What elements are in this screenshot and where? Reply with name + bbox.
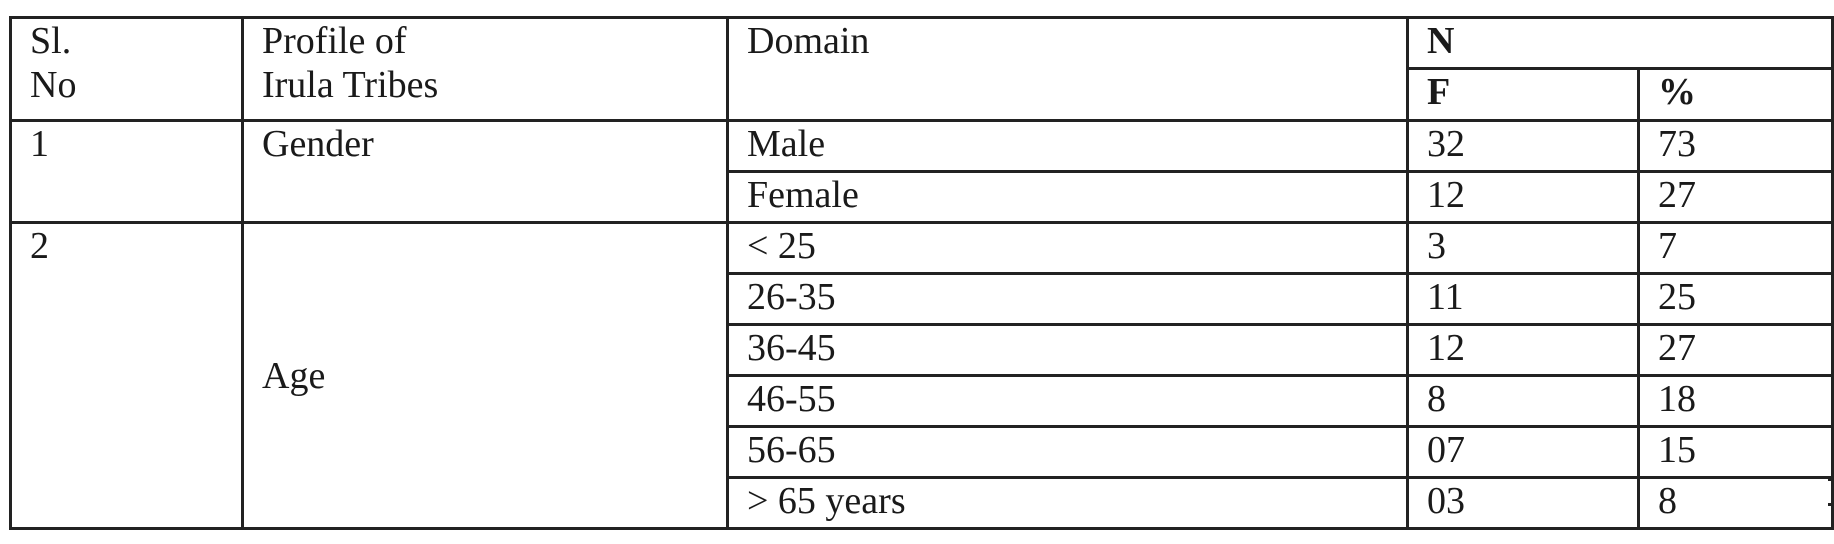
percent-cell: 18 <box>1636 374 1834 428</box>
percent-cell: 27 <box>1636 170 1834 224</box>
profile-cell: Gender <box>241 119 729 224</box>
f-cell: 3 <box>1406 221 1640 275</box>
header-percent: % <box>1636 67 1834 122</box>
profile-cell: Age <box>241 221 729 530</box>
edge-mark <box>1828 478 1834 506</box>
sl-cell: 1 <box>9 119 244 224</box>
percent-cell: 7 <box>1636 221 1834 275</box>
irula-profile-table: Sl. No Profile of Irula Tribes Domain N F … <box>9 16 1834 530</box>
domain-cell: 56-65 <box>726 425 1409 479</box>
table-row: 46-55 8 18 <box>11 374 1834 428</box>
domain-cell: 46-55 <box>726 374 1409 428</box>
percent-cell: 25 <box>1636 272 1834 326</box>
percent-cell: 73 <box>1636 119 1834 173</box>
sl-cell: 2 <box>9 221 244 530</box>
table-row: > 65 years 03 8 <box>11 476 1834 530</box>
domain-cell: Male <box>726 119 1409 173</box>
percent-cell: 27 <box>1636 323 1834 377</box>
header-domain: Domain <box>726 16 1409 122</box>
table-row: Female 12 27 <box>11 170 1834 224</box>
domain-cell: 26-35 <box>726 272 1409 326</box>
f-cell: 32 <box>1406 119 1640 173</box>
f-cell: 12 <box>1406 323 1640 377</box>
header-row-2: F % <box>11 67 1834 122</box>
f-cell: 11 <box>1406 272 1640 326</box>
domain-cell: < 25 <box>726 221 1409 275</box>
table-row: 1 Gender Male 32 73 <box>9 119 1834 224</box>
percent-cell: 8 <box>1636 476 1834 530</box>
header-profile: Profile of Irula Tribes <box>241 16 729 122</box>
domain-cell: > 65 years <box>726 476 1409 530</box>
header-sl-no: Sl. No <box>9 16 244 122</box>
domain-cell: 36-45 <box>726 323 1409 377</box>
percent-cell: 15 <box>1636 425 1834 479</box>
header-row-1: Sl. No Profile of Irula Tribes Domain N <box>9 16 1834 122</box>
table-row: 26-35 11 25 <box>11 272 1834 326</box>
f-cell: 07 <box>1406 425 1640 479</box>
header-n: N <box>1405 16 1834 70</box>
domain-cell: Female <box>726 170 1409 224</box>
table-row: 56-65 07 15 <box>11 425 1834 479</box>
f-cell: 12 <box>1406 170 1640 224</box>
table-row: 2 Age < 25 3 7 <box>9 221 1834 530</box>
f-cell: 8 <box>1406 374 1640 428</box>
header-f: F <box>1406 67 1640 122</box>
table-row: 36-45 12 27 <box>11 323 1834 377</box>
f-cell: 03 <box>1406 476 1640 530</box>
